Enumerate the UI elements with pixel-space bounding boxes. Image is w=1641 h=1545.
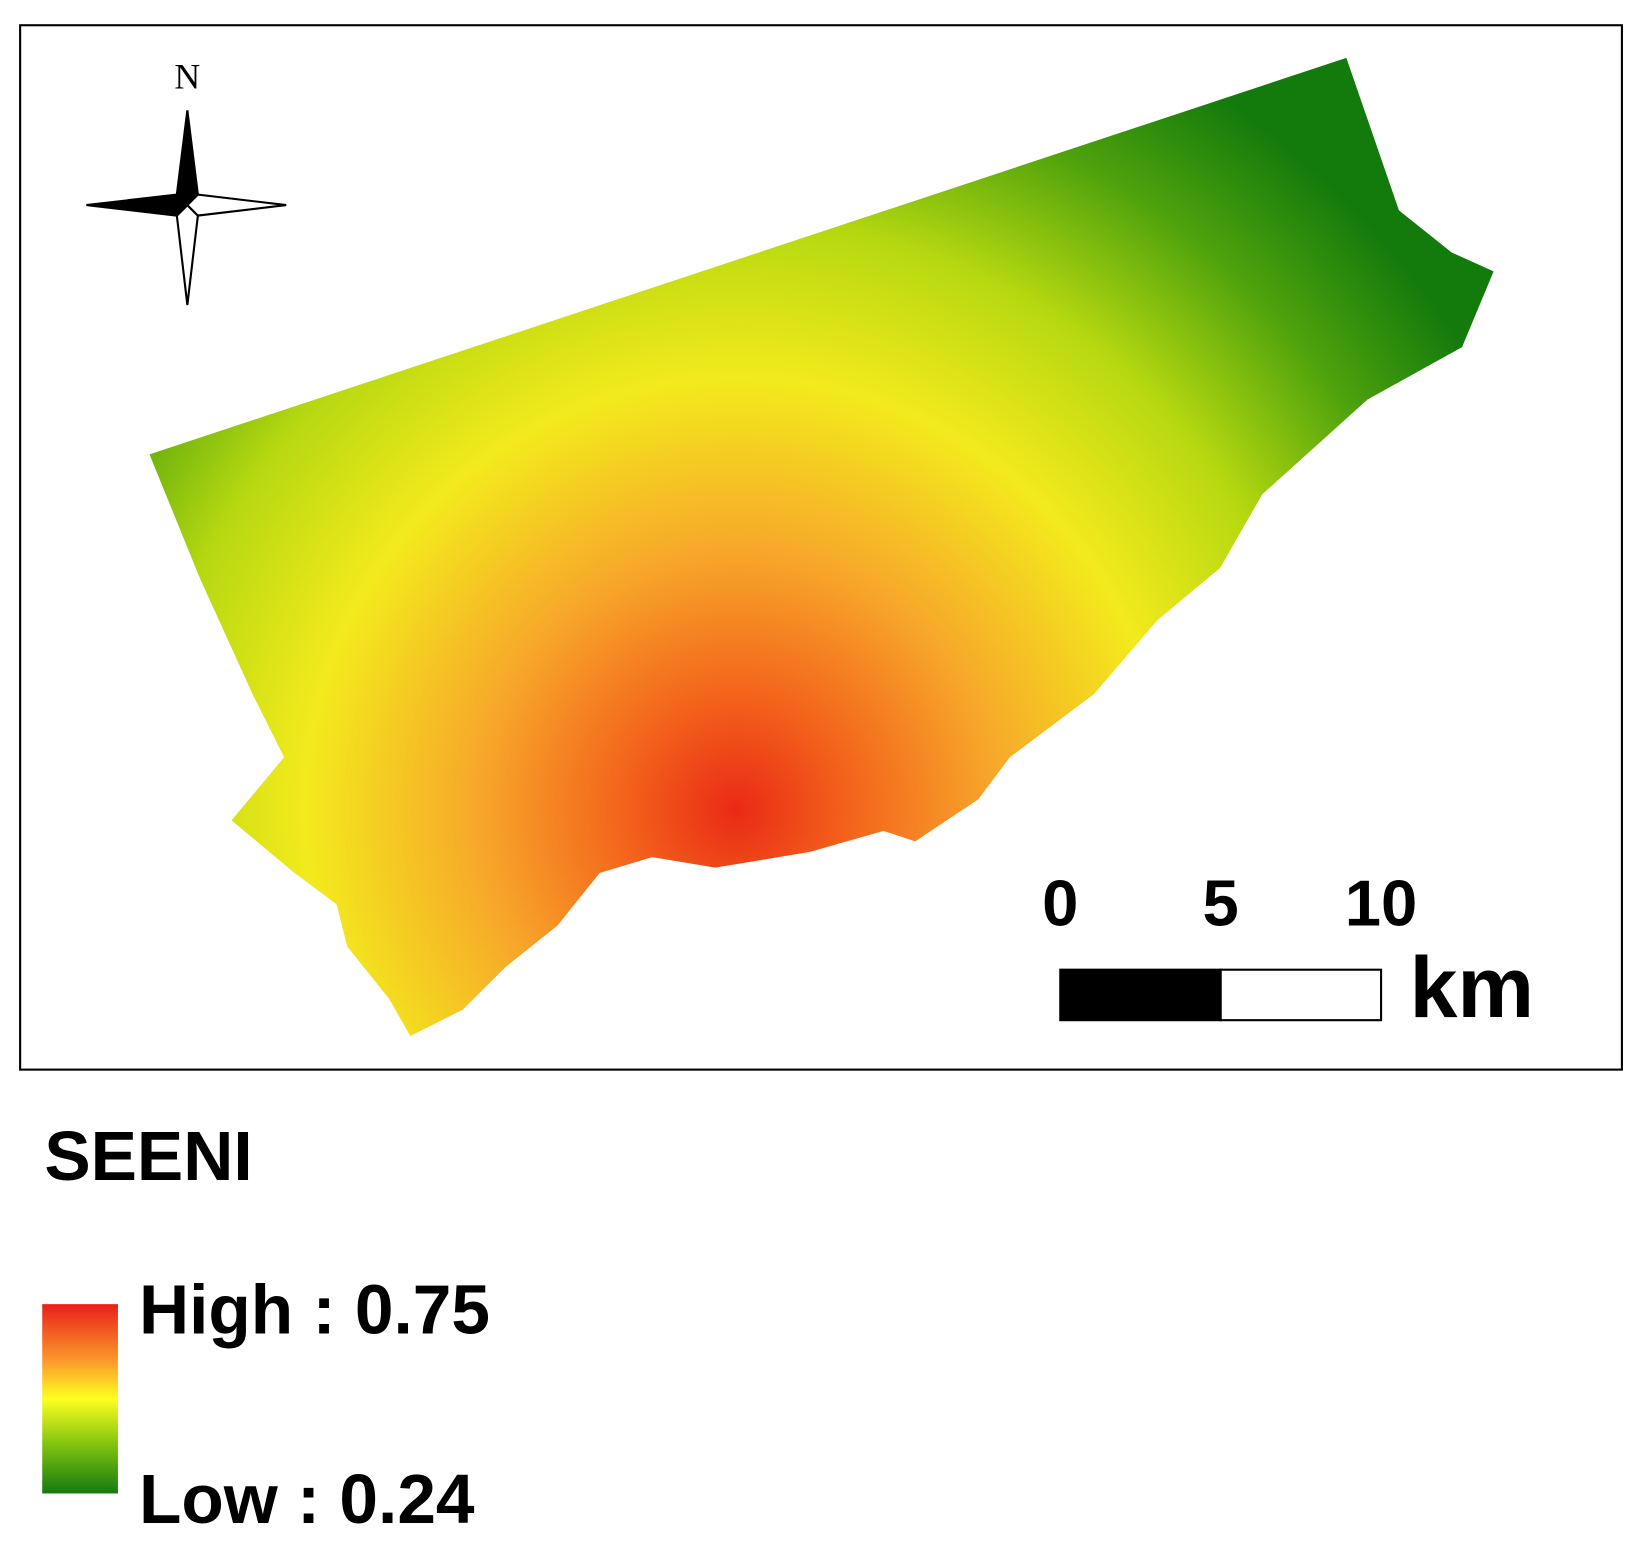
- scale-tick-label: 10: [1345, 867, 1418, 940]
- scale-bar: 0 5 10: [1042, 867, 1418, 1022]
- legend-ramp: [42, 1304, 118, 1494]
- north-arrow: [86, 110, 287, 306]
- scale-segment: [1219, 968, 1383, 1022]
- legend-title: SEENI: [44, 1117, 252, 1195]
- city-area: [149, 57, 1494, 1036]
- scale-tick-label: 0: [1042, 867, 1078, 940]
- scale-unit: km: [1409, 940, 1534, 1036]
- scale-tick-label: 5: [1203, 867, 1239, 940]
- legend-low: Low : 0.24: [139, 1460, 475, 1538]
- legend-high: High : 0.75: [139, 1271, 490, 1349]
- scale-segment: [1059, 968, 1222, 1022]
- north-label: N: [174, 56, 200, 96]
